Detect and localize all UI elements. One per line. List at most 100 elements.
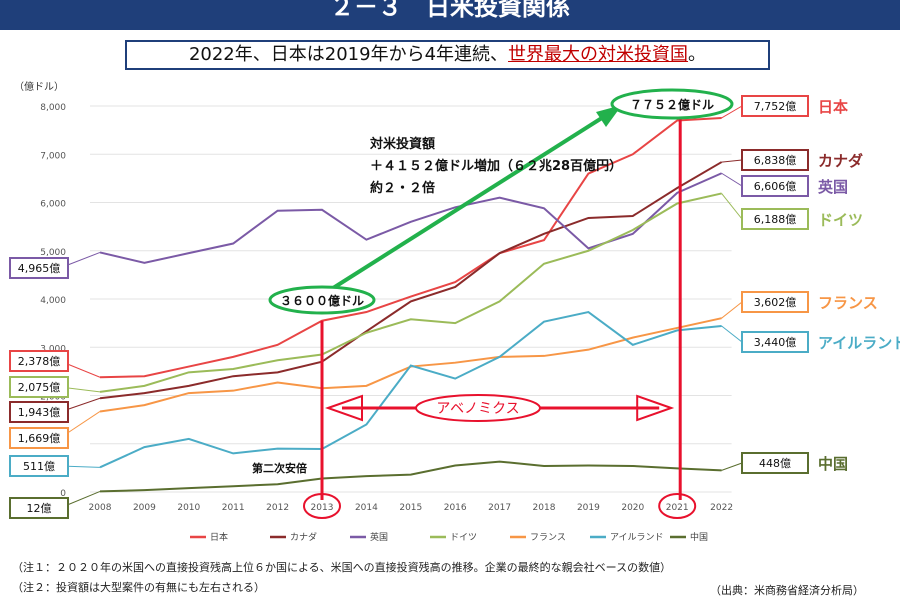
x-tick-label: 2019 xyxy=(577,503,600,513)
x-tick-label: 2017 xyxy=(488,503,511,513)
end-label-connector xyxy=(721,172,743,187)
footnote-2: （注２：投資額は大型案件の有無にも左右される） xyxy=(12,581,265,594)
end-value-oval xyxy=(610,88,734,120)
annotation-increase-line3: 約２・２倍 xyxy=(370,180,435,196)
x-tick-label: 2012 xyxy=(266,503,289,513)
end-label-box xyxy=(741,95,809,117)
x-tick-label: 2014 xyxy=(355,503,378,513)
growth-arrow-shaft xyxy=(328,114,607,292)
start-label-box xyxy=(9,455,69,477)
source-note: （出典：米商務省経済分析局） xyxy=(710,584,864,597)
abenomics-arrow-left-head xyxy=(324,394,363,422)
y-tick-label: 5,000 xyxy=(40,248,66,258)
header-bar: ２－３ 日米投資関係 xyxy=(0,0,900,30)
start-value-oval xyxy=(268,285,376,315)
legend-item: ドイツ xyxy=(450,533,477,543)
end-value-label: 448億 xyxy=(759,457,791,470)
legend-item: 英国 xyxy=(370,531,388,543)
x-tick-label: 2008 xyxy=(89,503,112,513)
x-tick-label: 2015 xyxy=(399,503,422,513)
end-label-box xyxy=(741,291,809,313)
annotation-increase-line1: 対米投資額 xyxy=(369,136,435,152)
start-label-box xyxy=(9,497,69,519)
abenomics-label: アベノミクス xyxy=(436,401,519,417)
start-label-box xyxy=(9,257,69,279)
legend-item: 日本 xyxy=(210,531,228,543)
start-value-label: 1,669億 xyxy=(18,432,61,445)
series-name-label: 英国 xyxy=(818,178,848,196)
end-label-connector xyxy=(721,325,743,343)
start-value-label: 4,965億 xyxy=(18,262,61,275)
end-value-label: 6,606億 xyxy=(754,180,797,193)
start-value-label: 12億 xyxy=(27,502,52,515)
x-tick-label: 2021 xyxy=(666,503,689,513)
page-title: ２－３ 日米投資関係 xyxy=(330,0,570,21)
y-tick-label: 0 xyxy=(60,489,66,499)
subtitle-prefix: 2022年、日本は2019年から4年連続、 xyxy=(188,44,509,65)
end-value-label: 3,602億 xyxy=(754,296,797,309)
series-name-label: 中国 xyxy=(818,455,848,473)
y-tick-label: 8,000 xyxy=(40,103,66,113)
x-tick-label: 2016 xyxy=(444,503,467,513)
abenomics-oval xyxy=(415,394,541,422)
x-tick-label: 2018 xyxy=(533,503,556,513)
start-value-label: 2,075億 xyxy=(18,381,61,394)
end-label-connector xyxy=(721,193,743,220)
x-tick-label: 2010 xyxy=(177,503,200,513)
legend-item: カナダ xyxy=(290,531,317,543)
x-tick-label: 2020 xyxy=(621,503,644,513)
legend-item: 中国 xyxy=(690,531,708,543)
start-value-label: 1,943億 xyxy=(18,406,61,419)
end-value-label: 6,188億 xyxy=(754,213,797,226)
series-name-label: アイルランド xyxy=(818,334,900,352)
end-label-connector xyxy=(721,159,743,163)
end-label-connector xyxy=(721,105,743,119)
x-tick-label: 2009 xyxy=(133,503,156,513)
annotation-abe-label: 第二次安倍 xyxy=(252,461,307,475)
x-tick-label: 2013 xyxy=(311,503,334,513)
annotation-increase-line2: ＋４１５２億ドル増加（６２兆28百億円） xyxy=(370,158,622,174)
series-name-label: カナダ xyxy=(818,152,863,170)
start-label-box xyxy=(9,376,69,398)
year-circle-2021 xyxy=(658,493,697,519)
end-label-box xyxy=(741,208,809,230)
y-tick-label: 7,000 xyxy=(40,151,66,161)
start-value-label: 511億 xyxy=(23,460,55,473)
x-tick-label: 2011 xyxy=(222,503,245,513)
series-line-カナダ xyxy=(99,161,723,400)
x-tick-label: 2022 xyxy=(710,503,733,513)
end-label-box xyxy=(741,175,809,197)
series-line-英国 xyxy=(99,172,723,264)
series-name-label: フランス xyxy=(818,294,878,312)
end-value-label: 6,838億 xyxy=(754,154,797,167)
abenomics-arrow-right-head xyxy=(636,394,675,422)
year-circle-2013 xyxy=(303,493,341,519)
footnotes: （注１：２０２０年の米国への直接投資残高上位６か国による、米国への直接投資残高の… xyxy=(12,558,671,598)
footnote-1: （注１：２０２０年の米国への直接投資残高上位６か国による、米国への直接投資残高の… xyxy=(12,561,672,574)
y-axis-unit-label: （億ドル） xyxy=(14,80,64,93)
series-line-中国 xyxy=(99,460,722,493)
end-value-label: 7,752億 xyxy=(754,100,797,113)
end-label-box xyxy=(741,331,809,353)
series-line-日本 xyxy=(99,116,722,379)
end-label-connector xyxy=(721,462,743,471)
end-value-label: 3,440億 xyxy=(754,336,797,349)
legend-item: アイルランド xyxy=(610,532,664,543)
series-line-ドイツ xyxy=(99,192,722,393)
series-name-label: 日本 xyxy=(818,98,848,116)
series-name-label: ドイツ xyxy=(818,211,863,229)
start-value-annotation: ３６００億ドル xyxy=(280,293,364,308)
legend-item: フランス xyxy=(530,532,566,543)
start-value-label: 2,378億 xyxy=(18,355,61,368)
start-label-box xyxy=(9,427,69,449)
end-value-annotation: ７７５２億ドル xyxy=(630,97,714,112)
subtitle-suffix: 。 xyxy=(688,44,707,65)
y-tick-label: 3,000 xyxy=(40,344,66,354)
y-tick-label: 4,000 xyxy=(40,296,66,306)
start-label-box xyxy=(9,401,69,423)
start-label-box xyxy=(9,350,69,372)
subtitle-highlight: 世界最大の対米投資国 xyxy=(508,44,689,65)
end-label-box xyxy=(741,149,809,171)
y-tick-label: 6,000 xyxy=(40,200,66,210)
